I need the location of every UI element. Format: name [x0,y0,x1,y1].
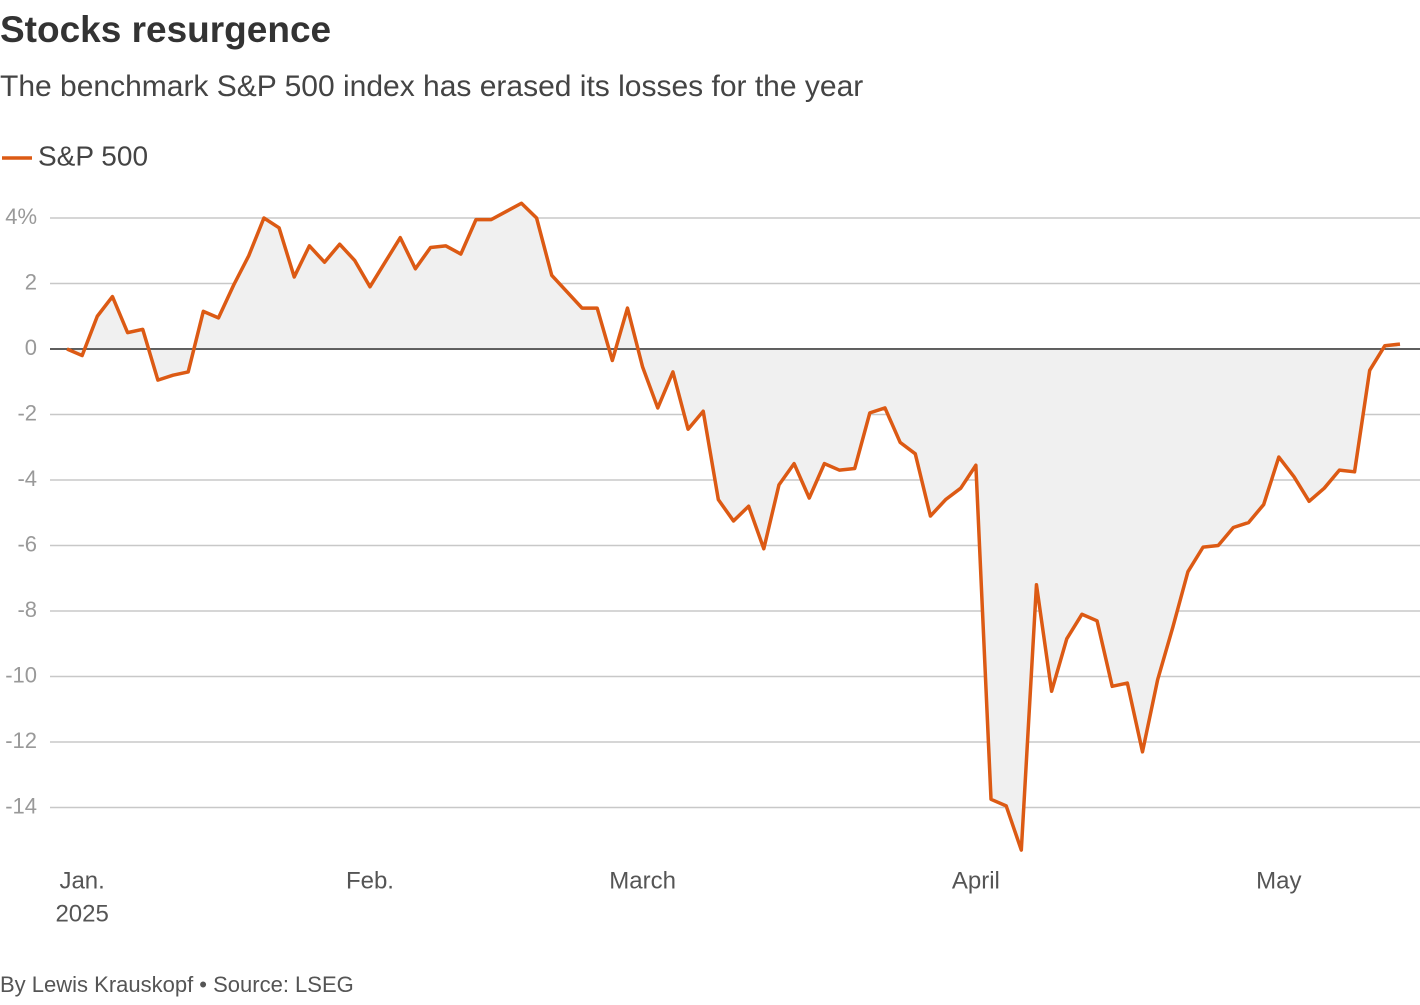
source-note: By Lewis Krauskopf • Source: LSEG [0,972,354,997]
y-tick-label: -10 [5,662,37,687]
y-tick-label: -4 [17,466,37,491]
y-tick-label: -14 [5,793,37,818]
y-tick-label: -8 [17,597,37,622]
y-tick-label: 4% [5,204,37,229]
x-tick-label: March [609,867,676,894]
x-year-label: 2025 [55,900,108,927]
line [66,201,1401,852]
x-tick-label: April [952,867,1000,894]
y-tick-label: 0 [25,335,37,360]
y-tick-label: -6 [17,531,37,556]
chart-subtitle: The benchmark S&P 500 index has erased i… [0,70,863,103]
x-tick-label: Feb. [346,867,394,894]
y-tick-label: -2 [17,400,37,425]
x-tick-label: May [1256,867,1301,894]
x-tick-label: Jan. [59,867,104,894]
y-tick-label: -12 [5,728,37,753]
chart-title: Stocks resurgence [0,9,331,50]
y-tick-label: 2 [25,269,37,294]
legend-label: S&P 500 [38,140,148,171]
area [67,203,1400,851]
